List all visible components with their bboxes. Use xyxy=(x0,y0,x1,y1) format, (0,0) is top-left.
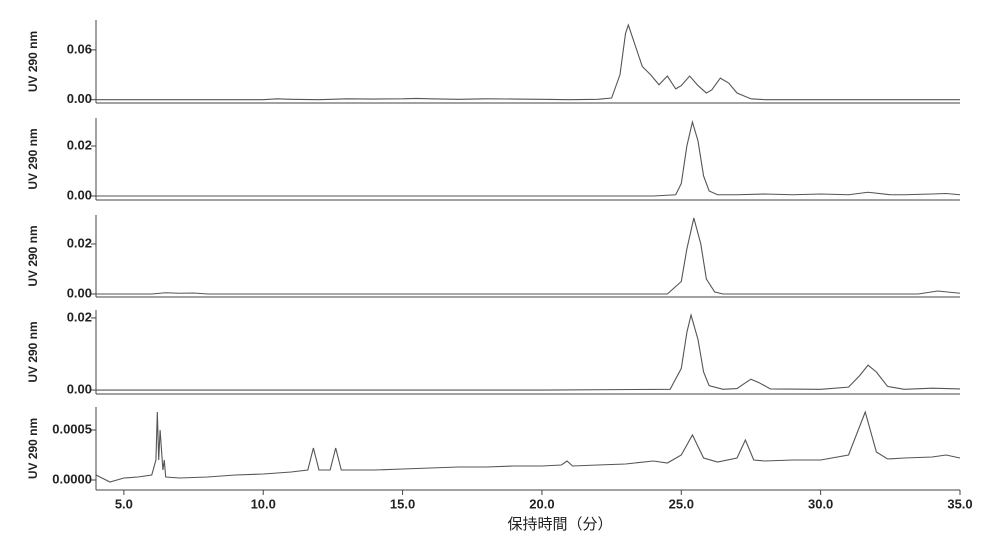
y-tick-label: 0.00 xyxy=(67,187,92,202)
y-tick-label: 0.00 xyxy=(67,285,92,300)
x-tick-label: 10.0 xyxy=(251,496,276,511)
line-series xyxy=(96,312,961,391)
x-tick-label: 25.0 xyxy=(669,496,694,511)
x-tick-label: 20.0 xyxy=(529,496,554,511)
y-tick-label: 0.02 xyxy=(67,309,92,324)
y-tick-label: 0.00 xyxy=(67,91,92,106)
x-tick-label: 5.0 xyxy=(115,496,133,511)
x-tick-label: 15.0 xyxy=(390,496,415,511)
x-axis-label: 保持時間（分） xyxy=(507,516,612,533)
y-tick-label: 0.00 xyxy=(67,381,92,396)
line-series xyxy=(96,23,960,101)
x-tick-label: 35.0 xyxy=(947,496,972,511)
y-axis-label: UV 290 nm xyxy=(26,225,40,286)
y-axis-label: UV 290 nm xyxy=(26,128,40,189)
line-series xyxy=(95,410,961,483)
y-tick-label: 0.02 xyxy=(67,137,92,152)
y-tick-label: 0.06 xyxy=(67,41,92,56)
line-series xyxy=(96,119,961,197)
y-tick-label: 0.02 xyxy=(67,235,92,250)
x-tick-label: 30.0 xyxy=(808,496,833,511)
y-tick-label: 0.0005 xyxy=(52,421,92,436)
y-axis-label: UV 290 nm xyxy=(26,418,40,479)
y-tick-label: 0.0000 xyxy=(52,471,92,486)
y-axis-label: UV 290 nm xyxy=(26,31,40,92)
y-axis-label: UV 290 nm xyxy=(26,321,40,382)
line-series xyxy=(96,217,961,295)
